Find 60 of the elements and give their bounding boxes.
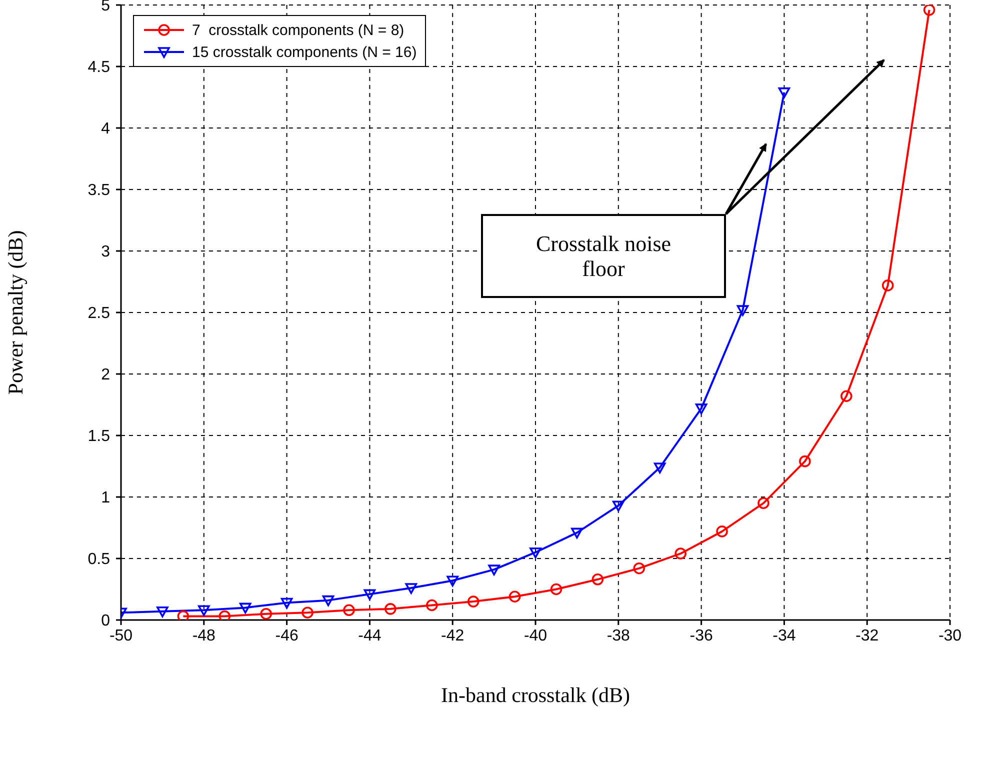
x-tick-label: -32 xyxy=(856,627,879,644)
point xyxy=(736,305,749,316)
point xyxy=(446,576,458,587)
point xyxy=(364,589,376,600)
y-tick-label: 2 xyxy=(101,366,110,384)
x-tick-label: -40 xyxy=(524,627,548,644)
point xyxy=(467,596,480,608)
y-tick-label: 3.5 xyxy=(88,182,110,200)
point xyxy=(695,404,708,414)
x-tick-label: -38 xyxy=(606,627,630,644)
legend-label: 7 crosstalk components (N = 8) xyxy=(192,22,404,38)
point xyxy=(488,564,500,576)
y-tick-label: 4 xyxy=(101,120,110,138)
point xyxy=(508,590,521,603)
x-tick-label: -48 xyxy=(192,627,216,644)
y-tick-label: 5 xyxy=(101,0,110,15)
point xyxy=(426,599,438,612)
y-tick-label: 1 xyxy=(101,490,110,507)
point xyxy=(156,606,168,618)
point xyxy=(384,603,396,615)
y-axis-title: Power penalty (dB) xyxy=(3,230,28,395)
point xyxy=(923,5,936,16)
point xyxy=(302,606,314,619)
point xyxy=(799,455,811,468)
point xyxy=(530,547,542,558)
x-tick-label: -34 xyxy=(772,627,796,644)
y-tick-label: 3 xyxy=(101,244,110,261)
callout-box: Crosstalk noise floor xyxy=(481,214,726,298)
point xyxy=(674,548,686,560)
point xyxy=(322,595,334,606)
point xyxy=(654,462,666,474)
x-tick-label: -30 xyxy=(938,627,962,644)
point xyxy=(550,583,562,596)
y-tick-label: 1.5 xyxy=(88,428,110,446)
point xyxy=(405,583,418,594)
y-tick-label: 2.5 xyxy=(88,305,110,322)
point xyxy=(882,280,894,292)
x-tick-label: -46 xyxy=(275,627,298,644)
y-tick-label: 0 xyxy=(101,612,110,630)
point xyxy=(758,497,770,510)
point xyxy=(716,526,728,538)
point xyxy=(778,87,790,98)
point xyxy=(612,500,624,512)
x-tick-label: -42 xyxy=(441,627,464,644)
point xyxy=(840,390,852,402)
point xyxy=(343,604,355,616)
x-tick-label: -44 xyxy=(358,627,382,644)
point xyxy=(260,608,272,620)
point xyxy=(280,598,293,609)
point xyxy=(592,574,604,586)
point xyxy=(239,602,252,614)
x-tick-label: -36 xyxy=(690,627,713,644)
point xyxy=(571,528,583,539)
x-tick-label: -50 xyxy=(109,627,133,644)
y-tick-label: 0.5 xyxy=(88,551,110,568)
point xyxy=(633,562,646,574)
y-tick-label: 4.5 xyxy=(88,59,110,76)
legend-label: 15 crosstalk components (N = 16) xyxy=(192,44,417,60)
point xyxy=(198,605,210,616)
x-axis-title: In-band crosstalk (dB) xyxy=(441,683,630,707)
